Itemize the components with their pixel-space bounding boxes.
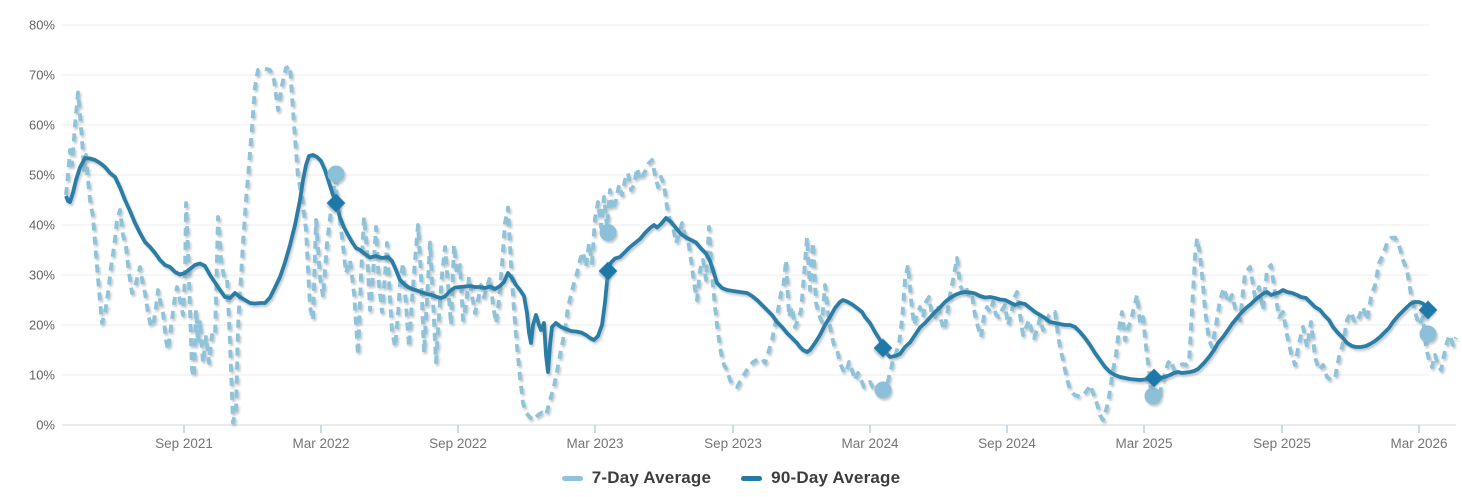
series-line-7-day-average[interactable] [64, 64, 1458, 425]
x-axis-tick-label: Sep 2025 [1253, 436, 1311, 451]
circle-marker-7-day-average[interactable] [1144, 387, 1162, 405]
y-axis-tick-label: 10% [29, 368, 55, 383]
legend-label: 90-Day Average [771, 468, 901, 487]
legend-item-7-day-average[interactable]: 7-Day Average [561, 468, 712, 488]
series-line-90-day-average[interactable] [64, 153, 1430, 382]
x-axis-tick-label: Mar 2026 [1390, 436, 1447, 451]
y-axis-tick-label: 50% [29, 168, 55, 183]
x-axis-tick-label: Mar 2022 [292, 436, 349, 451]
circle-marker-7-day-average[interactable] [1419, 325, 1437, 343]
y-axis-tick-label: 0% [36, 418, 55, 433]
90-day-average-swatch-icon [741, 475, 763, 481]
7-day-average-swatch-icon [561, 475, 583, 481]
x-axis-tick-label: Sep 2022 [429, 436, 487, 451]
y-axis-tick-label: 70% [29, 68, 55, 83]
legend-label: 7-Day Average [591, 468, 712, 487]
chart-legend: 7-Day Average 90-Day Average [0, 463, 1462, 493]
y-axis-tick-label: 30% [29, 268, 55, 283]
legend-item-90-day-average[interactable]: 90-Day Average [741, 468, 900, 488]
x-axis-tick-label: Mar 2025 [1115, 436, 1172, 451]
x-axis-tick-label: Sep 2023 [704, 436, 762, 451]
circle-marker-7-day-average[interactable] [327, 165, 345, 183]
circle-marker-7-day-average[interactable] [599, 224, 617, 241]
y-axis-tick-label: 60% [29, 118, 55, 133]
x-axis-tick-label: Sep 2024 [978, 436, 1036, 451]
y-axis-tick-label: 80% [29, 18, 55, 33]
y-axis-tick-label: 20% [29, 318, 55, 333]
diamond-marker-90-day-average[interactable] [598, 261, 618, 281]
x-axis-tick-label: Mar 2023 [566, 436, 623, 451]
diamond-marker-90-day-average[interactable] [1144, 368, 1164, 388]
diamond-marker-90-day-average[interactable] [326, 193, 346, 213]
x-axis-tick-label: Sep 2021 [155, 436, 213, 451]
circle-marker-7-day-average[interactable] [874, 381, 892, 399]
x-axis-tick-label: Mar 2024 [841, 436, 899, 451]
y-axis-tick-label: 40% [29, 218, 55, 233]
